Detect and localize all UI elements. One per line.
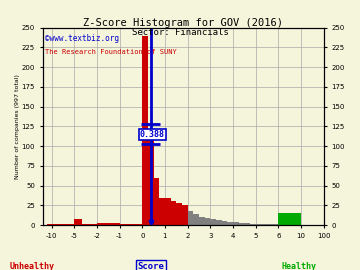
Bar [278, 213, 301, 225]
Bar [154, 178, 159, 225]
Bar [82, 224, 89, 225]
Y-axis label: Number of companies (997 total): Number of companies (997 total) [15, 74, 20, 179]
Bar [47, 224, 51, 225]
Bar [233, 222, 239, 225]
Bar [176, 203, 182, 225]
Bar [148, 138, 154, 225]
Text: ©www.textbiz.org: ©www.textbiz.org [45, 34, 120, 43]
Bar [159, 198, 165, 225]
Bar [199, 217, 204, 225]
Bar [210, 219, 216, 225]
Bar [74, 219, 82, 225]
Bar [182, 205, 188, 225]
Bar [256, 224, 261, 225]
Bar [244, 223, 250, 225]
Bar [165, 198, 171, 225]
Text: Unhealthy: Unhealthy [10, 262, 55, 270]
Bar [142, 36, 148, 225]
Text: The Research Foundation of SUNY: The Research Foundation of SUNY [45, 49, 177, 55]
Bar [89, 224, 97, 225]
Text: Healthy: Healthy [281, 262, 316, 270]
Bar [193, 214, 199, 225]
Bar [239, 223, 244, 225]
Text: 0.388: 0.388 [140, 130, 165, 139]
Bar [250, 224, 256, 225]
Bar [222, 221, 227, 225]
Bar [273, 224, 278, 225]
Bar [267, 224, 273, 225]
Bar [171, 201, 176, 225]
Bar [51, 224, 74, 225]
Bar [261, 224, 267, 225]
Bar [97, 223, 120, 225]
Bar [227, 222, 233, 225]
Bar [120, 224, 142, 225]
Text: Score: Score [138, 262, 165, 270]
Text: Sector: Financials: Sector: Financials [132, 28, 228, 37]
Title: Z-Score Histogram for GOV (2016): Z-Score Histogram for GOV (2016) [83, 18, 283, 28]
Bar [204, 218, 210, 225]
Bar [188, 211, 193, 225]
Bar [216, 220, 222, 225]
